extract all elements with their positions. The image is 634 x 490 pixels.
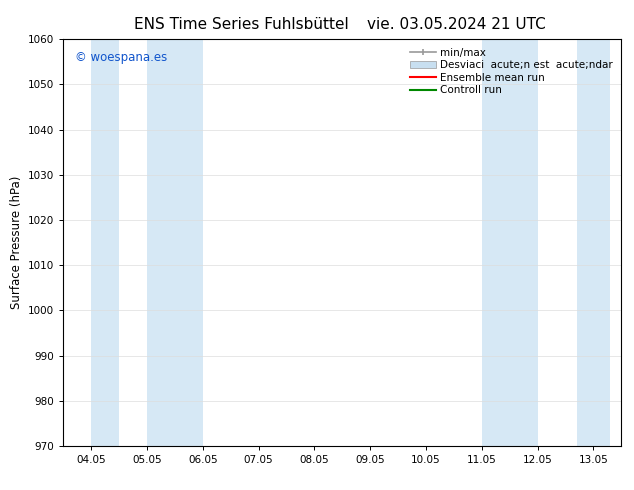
Bar bbox=[91, 39, 119, 446]
Text: © woespana.es: © woespana.es bbox=[75, 51, 167, 64]
Bar bbox=[147, 39, 203, 446]
Text: ENS Time Series Fuhlsbüttel: ENS Time Series Fuhlsbüttel bbox=[134, 17, 348, 32]
Text: vie. 03.05.2024 21 UTC: vie. 03.05.2024 21 UTC bbox=[367, 17, 546, 32]
Legend: min/max, Desviaci  acute;n est  acute;ndar, Ensemble mean run, Controll run: min/max, Desviaci acute;n est acute;ndar… bbox=[407, 45, 616, 98]
Y-axis label: Surface Pressure (hPa): Surface Pressure (hPa) bbox=[10, 176, 23, 309]
Bar bbox=[577, 39, 610, 446]
Bar bbox=[482, 39, 538, 446]
